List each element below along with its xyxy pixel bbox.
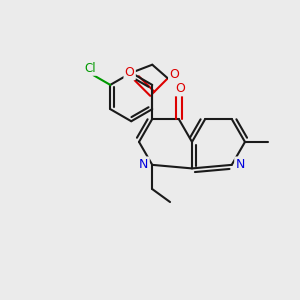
Text: N: N xyxy=(139,158,148,171)
Text: Cl: Cl xyxy=(84,61,96,75)
Text: O: O xyxy=(176,82,185,95)
Text: N: N xyxy=(236,158,245,171)
Text: O: O xyxy=(169,68,179,81)
Text: O: O xyxy=(125,66,135,79)
